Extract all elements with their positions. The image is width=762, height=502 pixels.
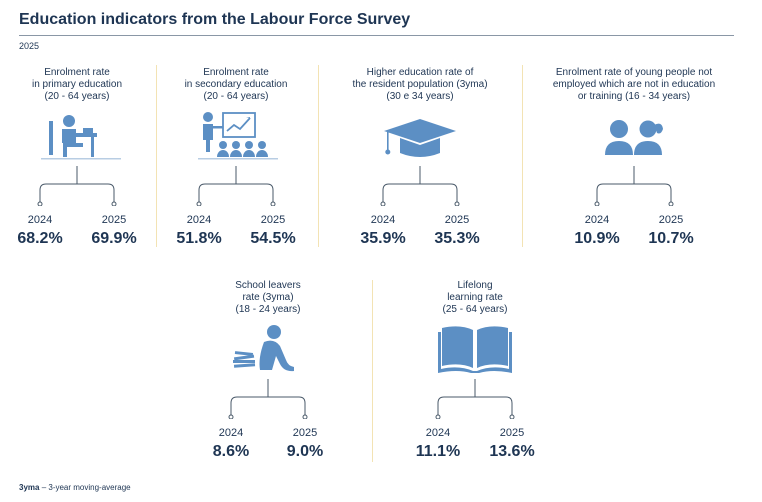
indicator-school-leavers: School leavers rate (3yma) (18 - 24 year…	[158, 280, 378, 465]
year-bracket	[196, 166, 276, 206]
indicator-label: Enrolment rate in secondary education (2…	[184, 67, 288, 102]
value-end: 9.0%	[286, 443, 324, 460]
year-label-start: 2024	[186, 214, 212, 226]
year-label-start: 2024	[218, 427, 244, 439]
report-year: 2025	[19, 41, 40, 51]
footnote: 3yma – 3-year moving-average	[19, 483, 131, 492]
column-divider	[318, 65, 319, 247]
footnote-term: 3yma	[19, 483, 40, 492]
column-divider	[372, 280, 373, 462]
value-start: 10.9%	[574, 230, 620, 247]
value-start: 8.6%	[212, 443, 250, 460]
year-label-start: 2024	[370, 214, 396, 226]
indicator-lifelong-learning: Lifelong learning rate (25 - 64 years) 2…	[365, 280, 585, 465]
year-bracket	[435, 379, 515, 419]
value-end: 54.5%	[250, 230, 296, 247]
indicator-label: Higher education rate of the resident po…	[352, 67, 488, 102]
year-bracket	[594, 166, 674, 206]
indicator-secondary-enrolment: Enrolment rate in secondary education (2…	[126, 67, 346, 252]
footnote-definition: – 3-year moving-average	[39, 483, 131, 492]
value-start: 68.2%	[17, 230, 63, 247]
year-bracket	[380, 166, 460, 206]
year-label-end: 2025	[260, 214, 286, 226]
year-label-start: 2024	[425, 427, 451, 439]
value-end: 35.3%	[434, 230, 480, 247]
graduation-cap-icon	[384, 119, 456, 157]
page-title: Education indicators from the Labour For…	[19, 11, 411, 28]
classroom-presentation-icon	[198, 112, 278, 160]
value-end: 69.9%	[91, 230, 137, 247]
year-label-end: 2025	[499, 427, 525, 439]
year-label-start: 2024	[584, 214, 610, 226]
young-people-icon	[605, 120, 663, 155]
indicator-label: Lifelong learning rate (25 - 64 years)	[442, 280, 508, 315]
year-bracket	[228, 379, 308, 419]
indicator-primary-enrolment: Enrolment rate in primary education (20 …	[0, 67, 187, 252]
indicator-neet-enrolment: Enrolment rate of young people not emplo…	[524, 67, 744, 252]
year-label-end: 2025	[444, 214, 470, 226]
indicator-label: Enrolment rate of young people not emplo…	[552, 67, 716, 102]
column-divider	[156, 65, 157, 247]
value-end: 13.6%	[489, 443, 535, 460]
year-label-end: 2025	[292, 427, 318, 439]
value-start: 35.9%	[360, 230, 406, 247]
year-label-start: 2024	[27, 214, 53, 226]
indicator-label: School leavers rate (3yma) (18 - 24 year…	[235, 280, 301, 315]
school-leaver-icon	[233, 325, 294, 372]
year-label-end: 2025	[101, 214, 127, 226]
value-start: 51.8%	[176, 230, 222, 247]
value-end: 10.7%	[648, 230, 694, 247]
title-divider	[19, 35, 734, 36]
student-at-desk-icon	[41, 115, 121, 160]
indicator-label: Enrolment rate in primary education (20 …	[31, 67, 123, 102]
value-start: 11.1%	[415, 443, 461, 460]
column-divider	[522, 65, 523, 247]
open-book-icon	[438, 326, 512, 373]
year-label-end: 2025	[658, 214, 684, 226]
year-bracket	[37, 166, 117, 206]
indicator-higher-education: Higher education rate of the resident po…	[310, 67, 530, 252]
